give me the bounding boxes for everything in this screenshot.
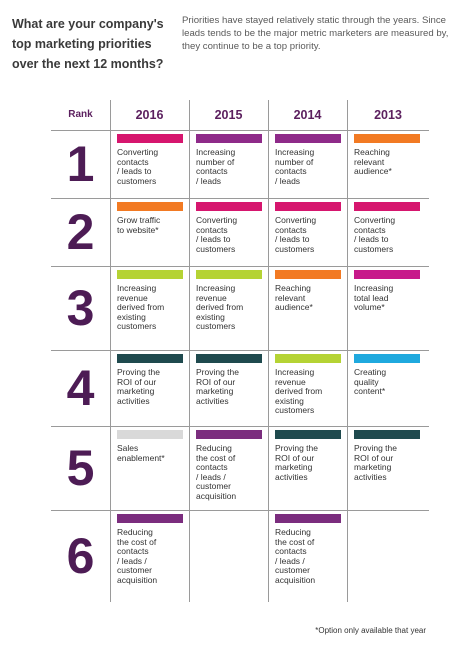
priority-label: Increasing total lead volume* — [354, 283, 394, 313]
priority-color-bar — [354, 134, 420, 143]
priority-label: Proving the ROI of our marketing activities — [117, 367, 160, 406]
column-divider — [110, 100, 111, 602]
priority-color-bar — [275, 202, 341, 211]
priority-label: Increasing number of contacts / leads — [275, 147, 315, 186]
priority-color-bar — [117, 270, 183, 279]
priority-label: Reaching relevant audience* — [354, 147, 392, 177]
priorities-table: Rank 2016 2015 2014 2013 1 Converting contacts /… — [51, 100, 429, 602]
row-divider — [51, 198, 429, 199]
priority-color-bar — [196, 202, 262, 211]
rank-number: 4 — [66, 360, 95, 416]
summary-note: Priorities have stayed relatively static… — [182, 15, 449, 52]
priority-label: Converting contacts / leads to customers — [196, 215, 238, 254]
rank-header: Rank — [68, 109, 93, 120]
priority-label: Creating quality content* — [354, 367, 387, 397]
priority-label: Converting contacts / leads to customers — [275, 215, 317, 254]
column-divider — [189, 100, 190, 602]
year-header: 2016 — [135, 108, 164, 122]
priority-label: Reaching relevant audience* — [275, 283, 313, 313]
priority-color-bar — [196, 430, 262, 439]
rank-number: 2 — [66, 204, 95, 260]
priority-color-bar — [117, 202, 183, 211]
footnote: *Option only available that year — [315, 626, 426, 635]
priority-label: Increasing number of contacts / leads — [196, 147, 236, 186]
priority-label: Grow traffic to website* — [117, 215, 161, 235]
priority-color-bar — [117, 134, 183, 143]
priority-color-bar — [117, 430, 183, 439]
rank-number: 1 — [66, 136, 95, 192]
priority-color-bar — [354, 202, 420, 211]
priority-label: Converting contacts / leads to customers — [117, 147, 159, 186]
year-header: 2013 — [374, 108, 402, 122]
priority-label: Proving the ROI of our marketing activities — [196, 367, 239, 406]
column-divider — [268, 100, 269, 602]
priority-label: Increasing revenue derived from existing cus… — [196, 283, 244, 332]
column-divider — [347, 100, 348, 602]
priority-label: Reducing the cost of contacts / leads / cust… — [196, 443, 237, 501]
row-divider — [51, 510, 429, 511]
priority-label: Proving the ROI of our marketing activities — [354, 443, 397, 482]
priority-color-bar — [117, 514, 183, 523]
priority-label: Sales enablement* — [117, 443, 165, 463]
priority-color-bar — [275, 430, 341, 439]
survey-question: What are your company's top marketing pr… — [12, 17, 164, 71]
rank-number: 3 — [66, 280, 95, 336]
row-divider — [51, 266, 429, 267]
priority-label: Increasing revenue derived from existing cus… — [117, 283, 165, 332]
year-header: 2014 — [293, 108, 322, 122]
priority-color-bar — [354, 430, 420, 439]
priority-label: Converting contacts / leads to customers — [354, 215, 396, 254]
priority-color-bar — [275, 270, 341, 279]
priority-color-bar — [354, 354, 420, 363]
priority-color-bar — [117, 354, 183, 363]
rank-number: 5 — [66, 440, 95, 496]
priority-label: Increasing revenue derived from existing cus… — [275, 367, 323, 416]
priority-color-bar — [354, 270, 420, 279]
row-divider — [51, 350, 429, 351]
priority-color-bar — [275, 354, 341, 363]
priority-label: Proving the ROI of our marketing activities — [275, 443, 318, 482]
row-divider — [51, 426, 429, 427]
priority-color-bar — [196, 134, 262, 143]
priority-label: Reducing the cost of contacts / leads / cust… — [117, 527, 158, 585]
priority-color-bar — [275, 514, 341, 523]
year-header: 2015 — [214, 108, 243, 122]
rank-number: 6 — [66, 528, 95, 584]
priority-label: Reducing the cost of contacts / leads / cust… — [275, 527, 316, 585]
priority-color-bar — [196, 354, 262, 363]
priority-color-bar — [275, 134, 341, 143]
row-divider — [51, 130, 429, 131]
priority-color-bar — [196, 270, 262, 279]
